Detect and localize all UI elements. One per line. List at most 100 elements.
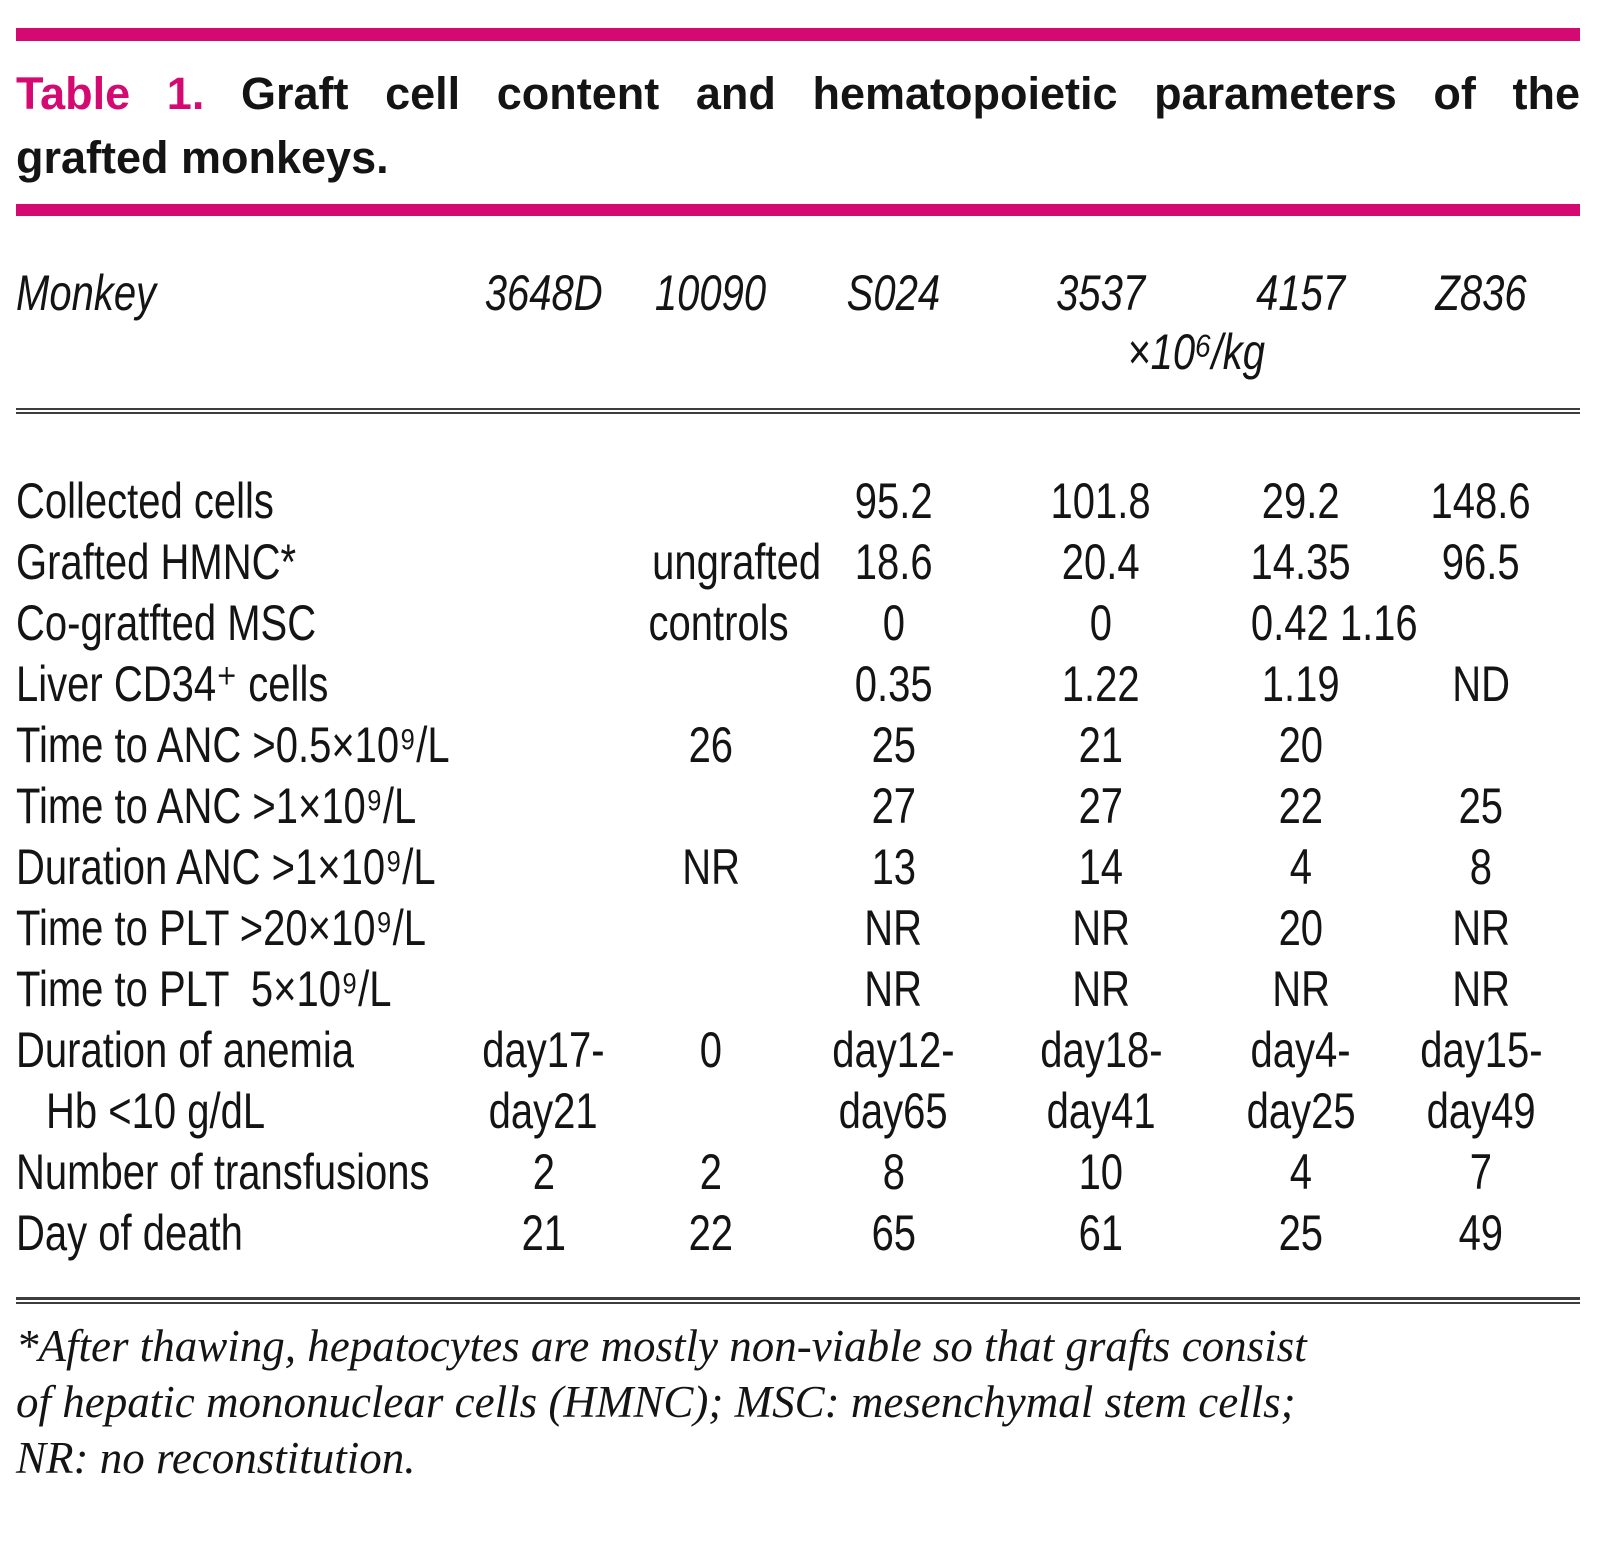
footnote-divider-rule xyxy=(16,1297,1580,1304)
row-liver-cd34-cells: Liver CD34⁺ cells 0.35 1.22 1.19 ND xyxy=(16,653,1566,714)
row-hb-under-10: Hb <10 g/dL day21 day65 day41 day25 day4… xyxy=(16,1080,1566,1141)
value-cell: 29.2 xyxy=(1262,472,1340,529)
monkey-header-cell: Monkey xyxy=(16,262,456,324)
value-cell: 1.19 xyxy=(1262,655,1340,712)
row-label: Hb <10 g/dL xyxy=(46,1082,266,1139)
value-cell: 14.35 xyxy=(1250,533,1352,590)
column-header-label: S024 xyxy=(846,265,941,321)
value-cell: day49 xyxy=(1426,1082,1536,1139)
value-cell: 25 xyxy=(1278,1204,1324,1261)
value-cell: 22 xyxy=(1278,777,1324,834)
header-table: Monkey 3648D 10090 S024 3537 4157 Z836 ×… xyxy=(16,262,1566,380)
value-cell: day12- xyxy=(832,1021,955,1078)
value-cell xyxy=(456,592,631,653)
value-cell: 65 xyxy=(871,1204,916,1261)
value-cell: NR xyxy=(1452,899,1510,956)
footnote-line: of hepatic mononuclear cells (HMNC); MSC… xyxy=(16,1377,1296,1427)
value-cell: day41 xyxy=(1046,1082,1156,1139)
value-cell: NR xyxy=(1452,960,1510,1017)
value-cell: 96.5 xyxy=(1442,533,1520,590)
row-grafted-hmnc: Grafted HMNC* ungrafted 18.6 20.4 14.35 … xyxy=(16,531,1566,592)
dose-unit-cell: ×10⁶/kg xyxy=(996,324,1396,380)
value-cell xyxy=(631,958,791,1019)
value-cell: 95.2 xyxy=(854,472,933,529)
value-cell: 8 xyxy=(882,1143,905,1200)
column-header: 3537 xyxy=(996,262,1206,324)
value-cell: 4 xyxy=(1289,838,1313,895)
header-unit-row: ×10⁶/kg xyxy=(16,324,1566,380)
column-header: 3648D xyxy=(456,262,631,324)
value-cell: ungrafted xyxy=(652,533,822,590)
column-header-label: Z836 xyxy=(1435,265,1527,321)
value-cell: 4 xyxy=(1289,1143,1313,1200)
value-cell: day18- xyxy=(1039,1021,1163,1078)
row-collected-cells: Collected cells 95.2 101.8 29.2 148.6 xyxy=(16,470,1566,531)
value-cell xyxy=(631,1080,791,1141)
value-cell: 21 xyxy=(521,1204,566,1261)
value-cell: 2 xyxy=(699,1143,723,1200)
footnote-line: *After thawing, hepatocytes are mostly n… xyxy=(16,1321,1307,1371)
value-cell xyxy=(1396,714,1566,775)
column-header: S024 xyxy=(791,262,996,324)
row-duration-anc-1: Duration ANC >1×10⁹/L NR 13 14 4 8 xyxy=(16,836,1566,897)
value-cell xyxy=(631,653,791,714)
row-label: Co-gratfted MSC xyxy=(16,594,317,651)
value-cell xyxy=(631,897,791,958)
value-cell: day65 xyxy=(838,1082,948,1139)
value-cell xyxy=(631,775,791,836)
row-label: Duration ANC >1×10⁹/L xyxy=(16,838,436,895)
value-cell: ND xyxy=(1452,655,1510,712)
row-label: Time to ANC >1×10⁹/L xyxy=(16,777,417,834)
column-header-label: 3648D xyxy=(484,265,603,321)
value-cell xyxy=(456,836,631,897)
table-title-line2: grafted monkeys. xyxy=(16,132,389,183)
value-cell: 7 xyxy=(1469,1143,1493,1200)
data-table: Collected cells 95.2 101.8 29.2 148.6 Gr… xyxy=(16,470,1566,1263)
table-title-text: Graft cell content and hematopoietic par… xyxy=(240,68,1580,119)
value-cell: day15- xyxy=(1419,1021,1543,1078)
value-cell: 10 xyxy=(1078,1143,1124,1200)
row-duration-of-anemia: Duration of anemia day17- 0 day12- day18… xyxy=(16,1019,1566,1080)
value-cell: 20 xyxy=(1278,716,1324,773)
value-cell-spanning: 0.42 1.16 xyxy=(1250,594,1418,651)
row-label: Number of transfusions xyxy=(16,1143,430,1200)
row-day-of-death: Day of death 21 22 65 61 25 49 xyxy=(16,1202,1566,1263)
value-cell: NR xyxy=(864,960,923,1017)
title-accent-bar xyxy=(16,204,1580,216)
row-cografted-msc: Co-gratfted MSC controls 0 0 0.42 1.16 xyxy=(16,592,1566,653)
value-cell: 20 xyxy=(1278,899,1324,956)
value-cell: 25 xyxy=(1458,777,1504,834)
value-cell: NR xyxy=(1072,960,1130,1017)
column-header: 4157 xyxy=(1206,262,1396,324)
row-label: Duration of anemia xyxy=(16,1021,354,1078)
value-cell: 8 xyxy=(1469,838,1493,895)
empty-cell xyxy=(631,324,791,380)
value-cell: NR xyxy=(1072,899,1130,956)
value-cell xyxy=(631,470,791,531)
row-time-to-anc-1: Time to ANC >1×10⁹/L 27 27 22 25 xyxy=(16,775,1566,836)
value-cell: day17- xyxy=(482,1021,605,1078)
row-label: Time to PLT 5×10⁹/L xyxy=(16,960,392,1017)
value-cell: NR xyxy=(864,899,923,956)
row-time-to-plt-20: Time to PLT >20×10⁹/L NR NR 20 NR xyxy=(16,897,1566,958)
value-cell xyxy=(456,714,631,775)
row-number-of-transfusions: Number of transfusions 2 2 8 10 4 7 xyxy=(16,1141,1566,1202)
value-cell: NR xyxy=(1272,960,1330,1017)
column-header-label: 10090 xyxy=(655,265,767,321)
value-cell: 0 xyxy=(882,594,905,651)
value-cell: 101.8 xyxy=(1050,472,1152,529)
value-cell: day25 xyxy=(1246,1082,1356,1139)
table-title-line1: Table 1. Graft cell content and hematopo… xyxy=(16,66,1580,122)
value-cell: 148.6 xyxy=(1430,472,1532,529)
row-time-to-anc-05: Time to ANC >0.5×10⁹/L 26 25 21 20 xyxy=(16,714,1566,775)
value-cell: 0.35 xyxy=(854,655,933,712)
row-label: Liver CD34⁺ cells xyxy=(16,655,329,712)
value-cell xyxy=(456,470,631,531)
value-cell: 27 xyxy=(871,777,916,834)
column-header-label: 4157 xyxy=(1256,265,1346,321)
value-cell xyxy=(456,958,631,1019)
value-cell: 0 xyxy=(699,1021,723,1078)
value-cell xyxy=(456,775,631,836)
column-header: Z836 xyxy=(1396,262,1566,324)
